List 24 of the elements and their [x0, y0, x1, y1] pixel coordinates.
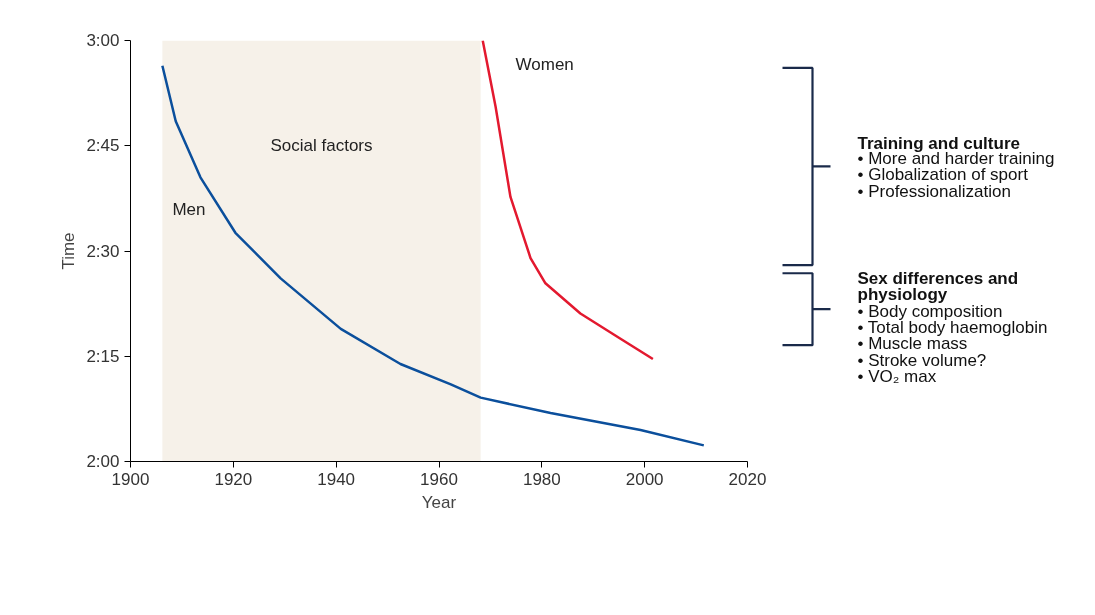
y-tick-label: 3:00	[86, 31, 120, 50]
text: Sex differences and physiology	[857, 269, 1019, 304]
text: • Stroke volume?	[857, 350, 987, 370]
text: Training and culture	[857, 133, 1020, 153]
text: • Body composition	[857, 302, 1003, 322]
band-label: Social factors	[270, 136, 373, 156]
x-tick-label: 1980	[522, 469, 561, 489]
x-axis-title: Year	[421, 492, 457, 512]
x-tick-label: 2020	[728, 469, 767, 489]
x-tick-label: 1900	[111, 469, 150, 489]
y-tick-label: 2:45	[86, 136, 120, 156]
x-tick-label: 1940	[317, 469, 356, 489]
text: • VO₂ max	[857, 367, 937, 387]
y-tick-label: 2:30	[86, 241, 120, 261]
line-series	[481, 40, 655, 361]
y-tick-label: 2:00	[86, 452, 120, 471]
y-tick-label: 2:15	[86, 346, 120, 366]
y-axis-title: Time	[59, 232, 79, 270]
series-label: Men	[172, 199, 206, 219]
text: • Globalization of sport	[857, 165, 1029, 185]
x-tick-label: 1920	[214, 469, 253, 489]
x-tick-label: 1960	[420, 469, 458, 489]
series-label: Women	[515, 54, 574, 74]
x-tick-label: 2000	[625, 469, 664, 489]
